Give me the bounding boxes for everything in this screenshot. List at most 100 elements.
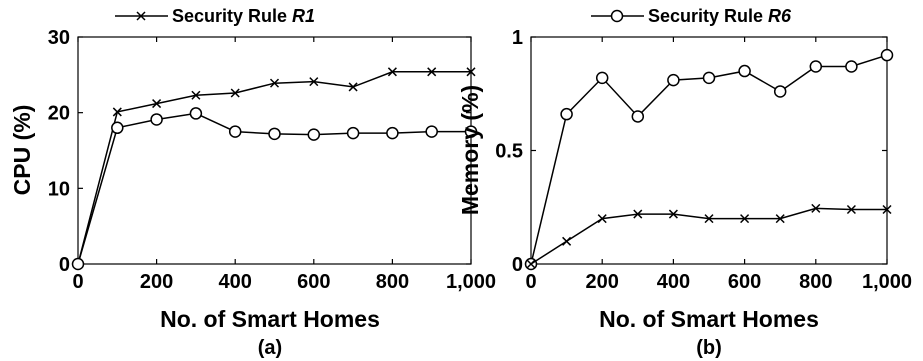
chart-a-series-x-point-10	[466, 67, 476, 77]
chart-b-x-tick-label-2: 400	[657, 271, 690, 293]
chart-a-legend-rule: R1	[292, 6, 315, 26]
chart-b-x-tick-label-3: 600	[728, 271, 761, 293]
chart-b-series-x-point-1	[562, 236, 572, 246]
chart-b-series-x-point-4	[668, 209, 678, 219]
chart-a-series-x-point-2	[152, 99, 162, 109]
chart-a-x-tick-label-2: 400	[219, 271, 252, 293]
chart-a-legend-label: Security Rule	[172, 6, 292, 26]
chart-b-series-circle-point-5	[702, 71, 716, 85]
chart-b-x-tick-label-0: 0	[525, 271, 536, 293]
chart-b-legend-o-marker	[610, 9, 624, 23]
chart-b-series-x-point-2	[597, 214, 607, 224]
chart-b-series-x-point-8	[811, 203, 821, 213]
chart-a-x-tick-label-3: 600	[297, 271, 330, 293]
chart-b-series-circle-point-10	[880, 48, 894, 62]
chart-b-series-x-point-0	[526, 259, 536, 269]
chart-b-series-x-point-7-stroke-2	[775, 214, 785, 224]
chart-a-x-tick-label-0: 0	[72, 271, 83, 293]
chart-b-series-x-point-6	[740, 214, 750, 224]
chart-a-series-x-point-3-stroke-2	[191, 90, 201, 100]
chart-a-series-circle-point-2	[150, 113, 163, 126]
chart-a-series-x-point-4	[230, 88, 240, 98]
chart-b-series-x-point-5	[704, 214, 714, 224]
chart-a-series-x-point-2-stroke-2	[152, 99, 162, 109]
chart-b-memory: 0 200 400 600 800 1,000 0 0.5 1 Memory (%) No. o…	[457, 6, 912, 359]
chart-b-series-group	[524, 48, 894, 271]
chart-a-y-axis-label: CPU (%)	[9, 105, 35, 196]
chart-b-x-tick-label-5: 1,000	[862, 271, 912, 293]
chart-b-legend-text: Security Rule R6	[648, 6, 792, 26]
chart-a-series-circle-point-1	[111, 121, 124, 135]
chart-b-series-x-line	[530, 207, 887, 265]
chart-a-series-circle-point-0	[71, 257, 85, 271]
chart-a-series-x-point-6-stroke-2	[309, 77, 319, 87]
chart-a-series-x-point-5-stroke-2	[269, 78, 280, 88]
chart-a-series-x-point-7-stroke-2	[348, 82, 358, 92]
chart-b-series-x-point-9	[846, 204, 856, 215]
chart-b-series-x-point-8-stroke-2	[811, 203, 821, 213]
chart-b-y-tick-label-1: 0.5	[495, 141, 523, 163]
chart-a-y-tick-label-1: 10	[48, 178, 70, 200]
chart-b-x-axis-label: No. of Smart Homes	[599, 306, 819, 332]
chart-a-series-circle-point-8	[386, 126, 399, 140]
chart-a-series-x-point-9	[427, 67, 437, 77]
chart-a-series-x-point-6	[309, 77, 319, 87]
chart-b-legend-label: Security Rule	[648, 6, 768, 26]
chart-b-y-tick-label-0: 0	[512, 254, 523, 276]
chart-a-series-x-point-5	[269, 78, 280, 88]
chart-a-series-x-point-1-stroke-2	[112, 107, 122, 117]
chart-a-series-x-point-8	[387, 67, 397, 77]
chart-b-series-x-point-7	[775, 214, 785, 224]
chart-b-series-circle-point-2	[595, 71, 609, 85]
chart-a-tick-label-group: 0 200 400 600 800 1,000 0 10 20 30	[48, 27, 496, 293]
chart-a-series-x-point-1	[112, 107, 122, 117]
chart-a-x-axis-label: No. of Smart Homes	[160, 306, 380, 332]
chart-a-cpu: 0 200 400 600 800 1,000 0 10 20 30 CPU (%) No. of…	[9, 6, 496, 359]
chart-b-tick-label-group: 0 200 400 600 800 1,000 0 0.5 1	[495, 27, 912, 293]
chart-a-series-circle-point-10	[464, 125, 478, 138]
chart-b-series-x-point-6-stroke-2	[740, 214, 750, 224]
chart-a-series-circle-point-9	[425, 125, 438, 138]
chart-a-plot-frame	[77, 36, 472, 265]
chart-a-legend-text: Security Rule R1	[172, 6, 315, 26]
chart-a-series-circle-point-7	[346, 126, 360, 140]
chart-a-series-circle-point-3	[189, 107, 203, 120]
chart-b-series-circle-point-4	[667, 73, 680, 87]
chart-b-series-circle-point-9	[845, 60, 858, 73]
chart-b-series-x-point-3-stroke-2	[633, 209, 643, 219]
chart-b-series-x-point-3	[633, 209, 643, 219]
chart-a-y-tick-label-3: 30	[48, 27, 70, 49]
chart-b-series-circle-point-7	[773, 85, 787, 98]
chart-b-series-x-point-10	[882, 204, 892, 215]
chart-a-legend-x-marker	[136, 11, 146, 21]
chart-a-x-tick-label-1: 200	[140, 271, 173, 293]
chart-a-series-circle-point-5	[268, 127, 281, 141]
chart-b-series-circle-point-1	[560, 107, 573, 121]
chart-b-x-tick-label-1: 200	[586, 271, 619, 293]
chart-a-series-x-line	[77, 71, 471, 265]
chart-b-series-x-point-5-stroke-2	[704, 214, 714, 224]
chart-b-series-x-point-9-stroke-2	[846, 204, 856, 215]
chart-a-series-x-point-10-stroke-2	[466, 67, 476, 77]
chart-a-legend-marker-shape	[136, 11, 146, 21]
chart-b-series-x-point-10-stroke-2	[882, 204, 892, 215]
chart-b-y-tick-label-2: 1	[512, 27, 523, 49]
chart-b-legend-marker-shape	[610, 9, 624, 23]
chart-b-series-x-point-1-stroke-2	[562, 236, 572, 246]
chart-a-caption: (a)	[258, 337, 282, 359]
chart-b-series-x-point-0-stroke-2	[526, 259, 536, 269]
chart-b-y-axis-label: Memory (%)	[457, 85, 483, 215]
chart-a-series-circle-point-6	[307, 128, 321, 141]
chart-b-x-tick-label-4: 800	[799, 271, 832, 293]
chart-b-series-circle-line	[530, 54, 888, 265]
chart-a-series-x-point-4-stroke-2	[230, 88, 240, 98]
chart-a-y-tick-label-2: 20	[48, 103, 70, 125]
chart-a-series-x-point-3	[191, 90, 201, 100]
chart-a-x-tick-label-5: 1,000	[446, 271, 496, 293]
chart-b-caption: (b)	[696, 337, 722, 359]
chart-a-legend-marker-shape-stroke-2	[136, 11, 146, 21]
chart-b-legend-rule: R6	[768, 6, 792, 26]
chart-b-series-circle-point-6	[738, 64, 751, 78]
chart-b-series-circle-point-3	[631, 110, 645, 123]
